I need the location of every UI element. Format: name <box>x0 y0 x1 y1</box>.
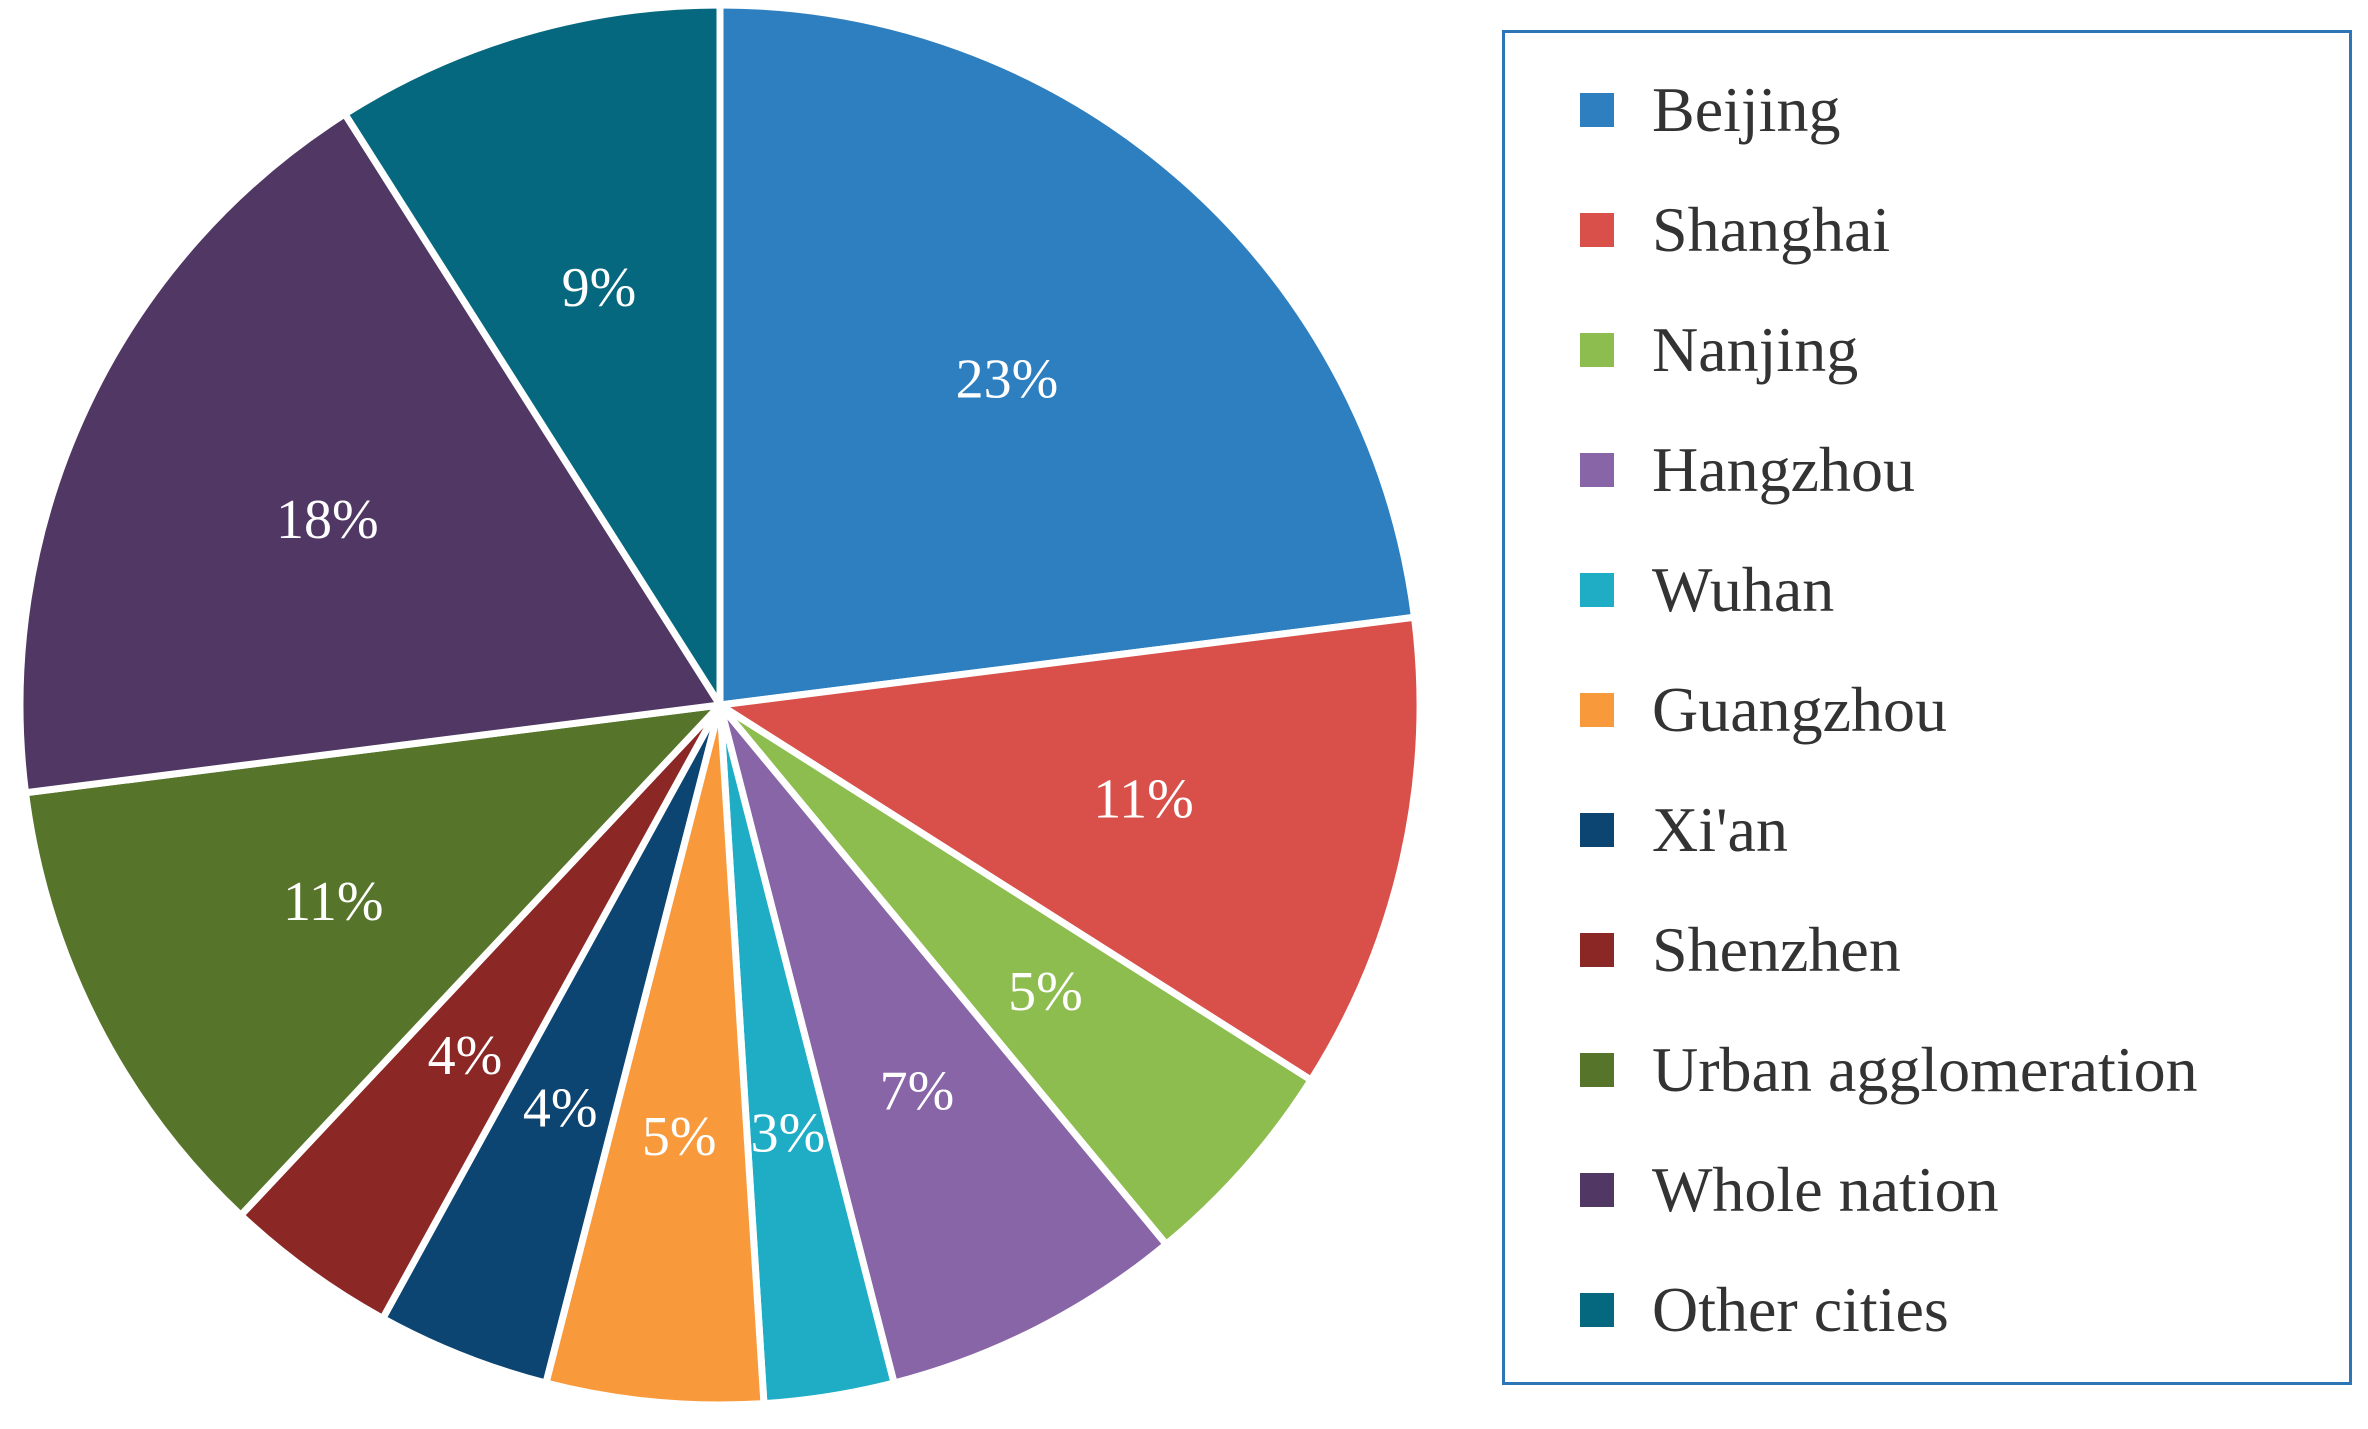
legend-label: Whole nation <box>1652 1154 1999 1225</box>
legend-label: Shenzhen <box>1652 914 1901 985</box>
legend-label: Nanjing <box>1652 314 1859 385</box>
data-label-nanjing: 5% <box>1008 961 1083 1023</box>
legend-item-shenzhen: Shenzhen <box>1580 910 1901 990</box>
legend-item-beijing: Beijing <box>1580 70 1840 150</box>
pie-slice-guangzhou <box>542 701 768 1409</box>
pie-slice-urban-agglomeration <box>22 701 724 1219</box>
data-label-shanghai: 11% <box>1093 769 1194 831</box>
data-label-shenzhen: 4% <box>428 1025 503 1087</box>
legend-label: Beijing <box>1652 74 1841 145</box>
legend-label: Xi'an <box>1652 794 1788 865</box>
pie-chart-plot: 23% 11% 5% 7% 3% 5% 4% 4% 11% 18% 9% <box>16 1 1424 1409</box>
data-label-other-cities: 9% <box>562 257 637 319</box>
legend-swatch <box>1580 693 1614 727</box>
data-label-whole-nation: 18% <box>276 489 379 551</box>
legend-item-other-cities: Other cities <box>1580 1270 1949 1350</box>
legend-swatch <box>1580 93 1614 127</box>
legend-swatch <box>1580 1053 1614 1087</box>
pie-slice-hangzhou <box>716 701 1170 1387</box>
legend-item-hangzhou: Hangzhou <box>1580 430 1915 510</box>
legend-swatch <box>1580 213 1614 247</box>
pie-slice-other-cities <box>341 1 724 709</box>
legend-swatch <box>1580 933 1614 967</box>
legend-item-wuhan: Wuhan <box>1580 550 1834 630</box>
legend-label: Urban agglomeration <box>1652 1034 2198 1105</box>
legend-swatch <box>1580 1293 1614 1327</box>
legend-item-guangzhou: Guangzhou <box>1580 670 1947 750</box>
legend-swatch <box>1580 1173 1614 1207</box>
data-label-beijing: 23% <box>956 349 1059 411</box>
legend-swatch <box>1580 453 1614 487</box>
data-label-urban-agglomeration: 11% <box>283 871 384 933</box>
chart-legend: Beijing Shanghai Nanjing Hangzhou Wuhan Guang… <box>1502 30 2352 1385</box>
pie-slice-shanghai <box>716 613 1424 1084</box>
data-label-wuhan: 3% <box>751 1103 826 1165</box>
legend-item-xi-an: Xi'an <box>1580 790 1788 870</box>
legend-label: Other cities <box>1652 1274 1949 1345</box>
legend-item-shanghai: Shanghai <box>1580 190 1890 270</box>
data-label-xi-an: 4% <box>523 1078 598 1140</box>
pie-slice-beijing <box>716 1 1418 709</box>
data-label-guangzhou: 5% <box>642 1106 717 1168</box>
legend-swatch <box>1580 813 1614 847</box>
legend-label: Hangzhou <box>1652 434 1916 505</box>
legend-swatch <box>1580 333 1614 367</box>
legend-label: Guangzhou <box>1652 674 1948 745</box>
legend-item-urban-agglomeration: Urban agglomeration <box>1580 1030 2198 1110</box>
data-label-hangzhou: 7% <box>880 1061 955 1123</box>
legend-item-whole-nation: Whole nation <box>1580 1150 1999 1230</box>
legend-label: Wuhan <box>1652 554 1835 625</box>
pie-slice-nanjing <box>716 701 1315 1248</box>
legend-label: Shanghai <box>1652 194 1891 265</box>
pie-slice-whole-nation <box>16 110 724 797</box>
legend-swatch <box>1580 573 1614 607</box>
legend-item-nanjing: Nanjing <box>1580 310 1858 390</box>
